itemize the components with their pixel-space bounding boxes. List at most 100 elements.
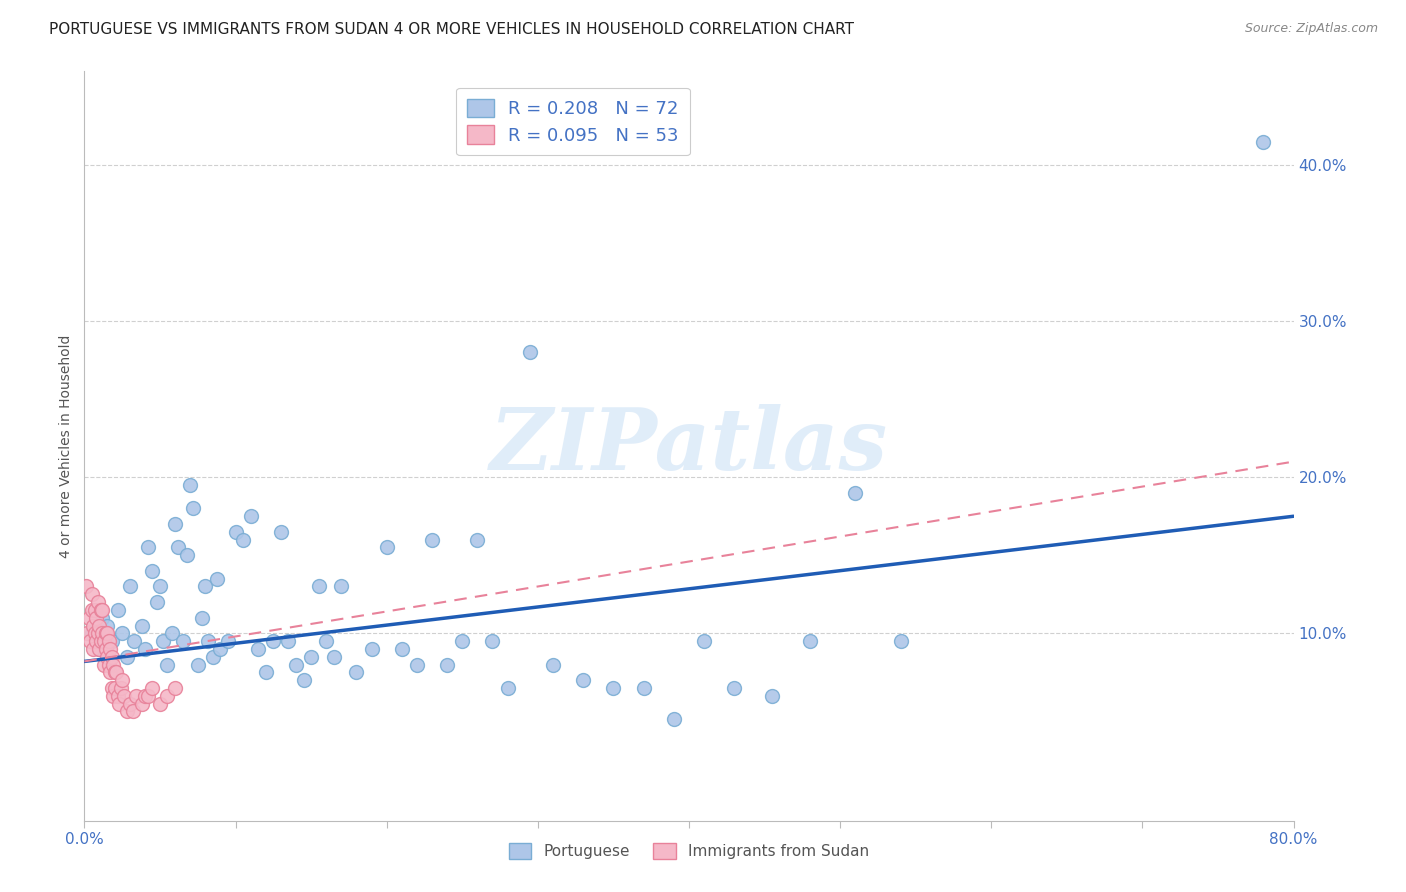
Point xyxy=(322,649,344,664)
Point xyxy=(82,618,104,632)
Point xyxy=(86,611,108,625)
Point xyxy=(80,587,103,601)
Point xyxy=(87,595,110,609)
Point xyxy=(181,501,204,516)
Point xyxy=(254,665,277,680)
Point xyxy=(100,634,122,648)
Point xyxy=(285,657,308,672)
Point xyxy=(118,580,141,594)
Point xyxy=(141,681,163,695)
Point xyxy=(96,626,118,640)
Point xyxy=(98,642,121,657)
Point xyxy=(420,533,443,547)
Point xyxy=(115,705,138,719)
Point xyxy=(308,580,330,594)
Point xyxy=(121,705,143,719)
Point xyxy=(262,634,284,648)
Point xyxy=(136,541,159,555)
Point xyxy=(104,681,127,695)
Point xyxy=(107,603,129,617)
Point xyxy=(662,712,685,726)
Point xyxy=(406,657,429,672)
Point xyxy=(519,345,541,359)
Point xyxy=(91,603,114,617)
Point xyxy=(156,689,179,703)
Point xyxy=(467,533,489,547)
Point xyxy=(134,642,156,657)
Point xyxy=(76,626,98,640)
Point xyxy=(82,642,104,657)
Point xyxy=(179,478,201,492)
Point xyxy=(93,634,115,648)
Point xyxy=(436,657,458,672)
Point xyxy=(98,665,121,680)
Point xyxy=(481,634,503,648)
Point xyxy=(346,665,368,680)
Point xyxy=(112,689,135,703)
Point xyxy=(100,681,122,695)
Point xyxy=(156,657,179,672)
Point xyxy=(723,681,745,695)
Point xyxy=(90,603,112,617)
Point xyxy=(84,626,107,640)
Point xyxy=(96,649,118,664)
Point xyxy=(225,524,247,539)
Point xyxy=(75,580,97,594)
Point xyxy=(299,649,322,664)
Point xyxy=(693,634,716,648)
Point xyxy=(541,657,564,672)
Point xyxy=(451,634,474,648)
Text: PORTUGUESE VS IMMIGRANTS FROM SUDAN 4 OR MORE VEHICLES IN HOUSEHOLD CORRELATION : PORTUGUESE VS IMMIGRANTS FROM SUDAN 4 OR… xyxy=(49,22,855,37)
Point xyxy=(761,689,783,703)
Point xyxy=(165,517,187,532)
Point xyxy=(197,634,219,648)
Point xyxy=(111,626,134,640)
Point xyxy=(131,697,153,711)
Point xyxy=(187,657,209,672)
Point xyxy=(165,681,187,695)
Point xyxy=(172,634,194,648)
Point xyxy=(131,618,153,632)
Point xyxy=(315,634,337,648)
Point xyxy=(799,634,821,648)
Point xyxy=(149,580,172,594)
Point xyxy=(87,626,110,640)
Point xyxy=(232,533,254,547)
Point xyxy=(97,634,120,648)
Point xyxy=(194,580,217,594)
Point xyxy=(167,541,190,555)
Point xyxy=(160,626,183,640)
Point xyxy=(890,634,912,648)
Point xyxy=(108,697,131,711)
Point xyxy=(602,681,624,695)
Point xyxy=(247,642,270,657)
Point xyxy=(391,642,413,657)
Point xyxy=(84,603,107,617)
Point xyxy=(136,689,159,703)
Point xyxy=(152,634,174,648)
Point xyxy=(330,580,353,594)
Point xyxy=(122,634,145,648)
Point xyxy=(496,681,519,695)
Point xyxy=(149,697,172,711)
Point xyxy=(277,634,299,648)
Point xyxy=(118,697,141,711)
Point xyxy=(91,626,114,640)
Point xyxy=(90,634,112,648)
Point xyxy=(176,548,198,563)
Point xyxy=(146,595,169,609)
Point xyxy=(89,642,111,657)
Point xyxy=(104,665,127,680)
Point xyxy=(89,618,111,632)
Point xyxy=(94,642,117,657)
Point xyxy=(105,665,128,680)
Point xyxy=(100,649,122,664)
Point xyxy=(80,603,103,617)
Point xyxy=(360,642,382,657)
Point xyxy=(101,689,124,703)
Point xyxy=(191,611,214,625)
Point xyxy=(633,681,655,695)
Point xyxy=(125,689,148,703)
Point xyxy=(292,673,315,688)
Legend: Portuguese, Immigrants from Sudan: Portuguese, Immigrants from Sudan xyxy=(502,838,876,865)
